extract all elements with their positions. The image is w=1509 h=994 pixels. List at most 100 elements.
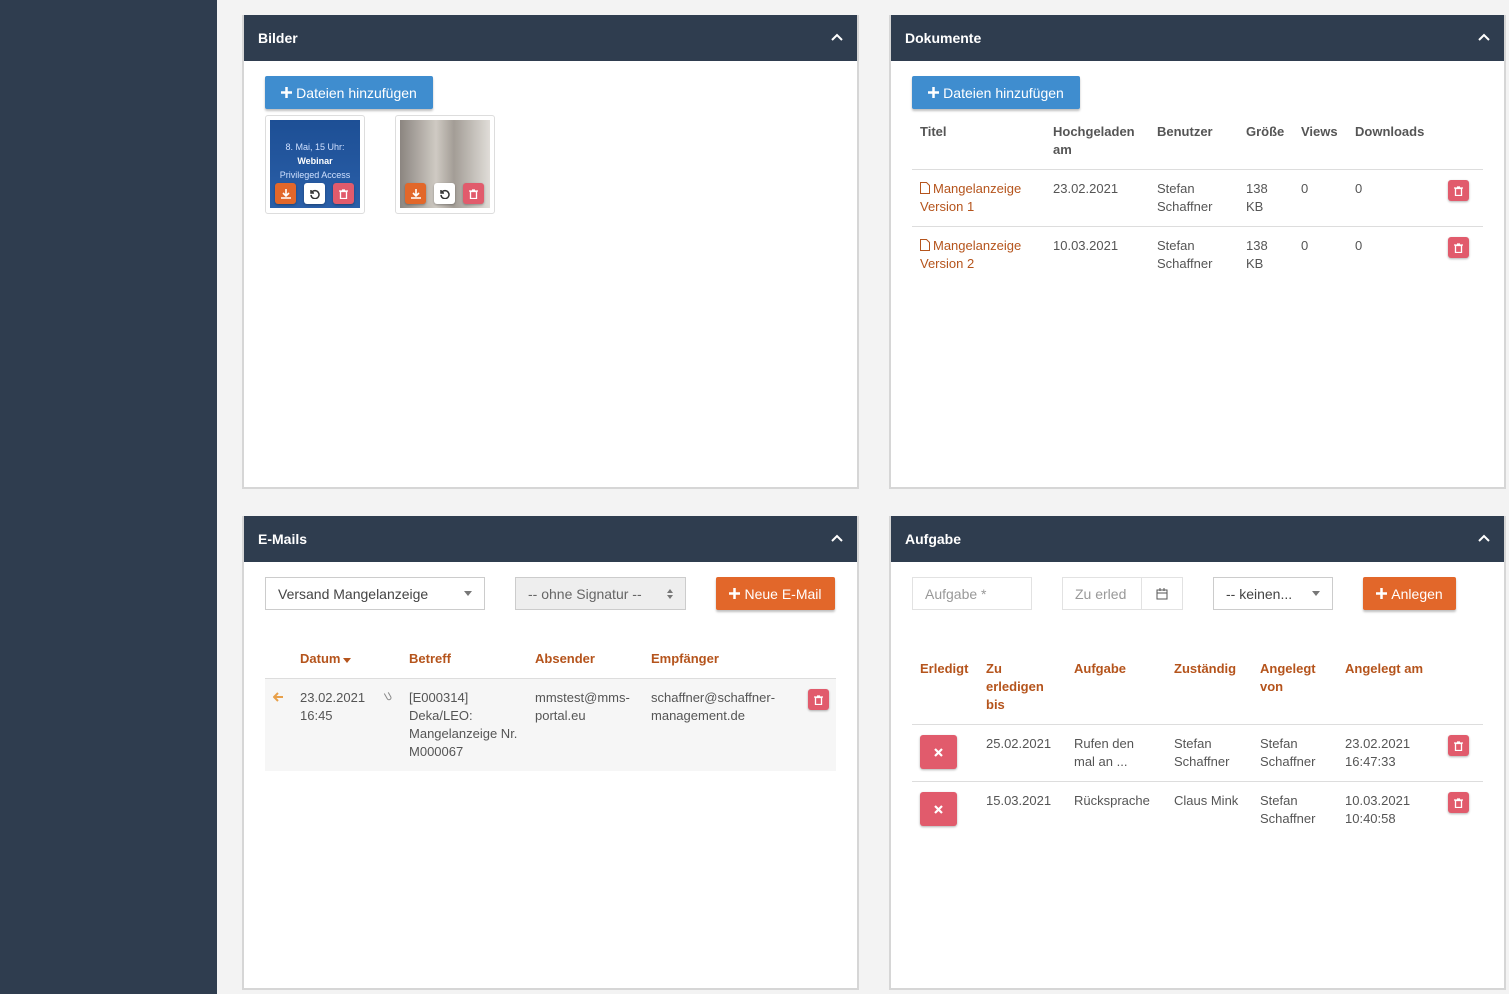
column-header: Benutzer — [1157, 124, 1213, 139]
column-header: Zu erledigen bis — [986, 661, 1044, 712]
column-header-empty — [800, 650, 836, 679]
new-email-button[interactable]: Neue E-Mail — [716, 577, 835, 610]
emails-table: Datum Betreff Absender Empfänger 23.02.2021 … — [265, 650, 837, 771]
button-label: Anlegen — [1391, 585, 1443, 602]
cell-text: schaffner@schaffner-management.de — [651, 690, 776, 723]
add-files-button[interactable]: Dateien hinzufügen — [912, 76, 1080, 109]
delete-button[interactable] — [1448, 237, 1469, 258]
download-button[interactable] — [275, 183, 296, 204]
cell-text: 25.02.2021 — [986, 736, 1052, 751]
delete-button[interactable] — [1448, 792, 1469, 813]
signature-select[interactable]: -- ohne Signatur -- — [515, 577, 686, 610]
calendar-button[interactable] — [1141, 577, 1183, 610]
cell: 0 — [1347, 169, 1440, 227]
placeholder: Zu erled — [1075, 585, 1127, 602]
column-header: Angelegt von — [1260, 661, 1316, 694]
cell-text: 23.02.2021 — [1053, 181, 1119, 196]
cell: [E000314] Deka/LEO: Mangelanzeige Nr. M0… — [401, 678, 528, 771]
cell-text: 10.03.2021 — [1053, 238, 1119, 253]
done-cell — [912, 724, 978, 782]
collapse-icon[interactable] — [831, 534, 843, 542]
column-header: Betreff — [401, 650, 527, 679]
cell-text: [E000314] Deka/LEO: Mangelanzeige Nr. M0… — [409, 690, 518, 759]
date-input[interactable]: Zu erled — [1062, 577, 1142, 610]
thumb-text: Privileged Access — [279, 170, 351, 180]
cell: Stefan Schaffner — [1252, 781, 1337, 838]
thumbnail[interactable]: 8. Mai, 15 Uhr: Webinar Privileged Acces… — [265, 115, 365, 214]
task-input[interactable]: Aufgabe * — [912, 577, 1032, 610]
cell: schaffner@schaffner-management.de — [643, 678, 801, 771]
rotate-button[interactable] — [434, 183, 455, 204]
cell: 138 KB — [1238, 169, 1293, 227]
document-row: Mangelanzeige Version 1 23.02.2021 Stefan … — [912, 169, 1483, 227]
header-row: Titel Hochgeladen am Benutzer Größe Views Dow… — [912, 123, 1483, 170]
download-button[interactable] — [405, 183, 426, 204]
cell: 23.02.2021 — [1045, 169, 1149, 227]
cell: 10.03.2021 — [1045, 226, 1149, 283]
cell: 0 — [1347, 226, 1440, 283]
cell: Mangelanzeige Version 2 — [912, 226, 1045, 283]
thumb-text: Webinar — [297, 156, 333, 166]
cell: Rücksprache — [1066, 781, 1166, 838]
column-header: Erledigt — [920, 661, 969, 676]
column-header: Größe — [1246, 124, 1285, 139]
cell-text: mmstest@mms-portal.eu — [535, 690, 630, 723]
collapse-icon[interactable] — [1478, 33, 1490, 41]
cell-text: 10.03.2021 10:40:58 — [1345, 793, 1411, 826]
header-text: Absender — [535, 651, 595, 666]
delete-button[interactable] — [1448, 180, 1469, 201]
delete-button[interactable] — [1448, 735, 1469, 756]
header-row: Datum Betreff Absender Empfänger — [265, 650, 836, 679]
collapse-icon[interactable] — [1478, 534, 1490, 542]
header-row: Erledigt Zu erledigen bis Aufgabe Zuständig… — [912, 660, 1483, 725]
cell: Mangelanzeige Version 1 — [912, 169, 1045, 227]
panel-title: Aufgabe — [905, 531, 961, 547]
action-cell — [1440, 169, 1483, 227]
rotate-button[interactable] — [304, 183, 325, 204]
create-button[interactable]: Anlegen — [1363, 577, 1456, 610]
delete-button[interactable] — [463, 183, 484, 204]
document-link[interactable]: Mangelanzeige Version 1 — [920, 181, 1021, 214]
cell-text: 23.02.2021 16:45 — [300, 690, 366, 723]
task-row: 15.03.2021 Rücksprache Claus Mink Stefan Sc… — [912, 781, 1483, 838]
thumbnail[interactable] — [395, 115, 495, 214]
select-value: -- keinen... — [1226, 585, 1293, 602]
panel-header: E-Mails — [244, 516, 857, 562]
delete-button[interactable] — [808, 689, 830, 710]
template-select[interactable]: Versand Mangelanzeige — [265, 577, 485, 610]
cell-text: Stefan Schaffner — [1260, 736, 1316, 769]
add-files-button[interactable]: Dateien hinzufügen — [265, 76, 433, 109]
done-button[interactable] — [920, 735, 957, 769]
link-text: Mangelanzeige Version 1 — [920, 181, 1022, 214]
cell: Stefan Schaffner — [1149, 226, 1238, 283]
cell: 0 — [1293, 169, 1347, 227]
header-text: Empfänger — [651, 651, 719, 666]
cell: 138 KB — [1238, 226, 1293, 283]
panel-header: Bilder — [244, 15, 857, 61]
collapse-icon[interactable] — [831, 33, 843, 41]
action-cell — [800, 678, 837, 771]
column-header: Aufgabe — [1074, 661, 1126, 676]
panel-title: Dokumente — [905, 30, 982, 46]
cell-text: 138 KB — [1246, 181, 1268, 214]
emails-panel: E-Mails Versand Mangelanzeige -- ohne Si… — [242, 516, 859, 990]
header-text: Betreff — [409, 651, 451, 666]
column-header[interactable]: Datum — [292, 650, 401, 679]
dokumente-panel: Dokumente Dateien hinzufügen Titel Hochge… — [889, 15, 1506, 489]
placeholder: Aufgabe * — [925, 585, 987, 602]
button-label: Neue E-Mail — [744, 585, 822, 602]
cell-text: Stefan Schaffner — [1260, 793, 1316, 826]
cell: Stefan Schaffner — [1166, 724, 1252, 782]
cell-text: 15.03.2021 — [986, 793, 1052, 808]
assignee-select[interactable]: -- keinen... — [1213, 577, 1333, 610]
tasks-table: Erledigt Zu erledigen bis Aufgabe Zuständig… — [912, 660, 1483, 838]
documents-table: Titel Hochgeladen am Benutzer Größe Views Dow… — [912, 123, 1483, 283]
done-button[interactable] — [920, 792, 957, 826]
panel-header: Aufgabe — [891, 516, 1504, 562]
document-link[interactable]: Mangelanzeige Version 2 — [920, 238, 1021, 271]
column-header-empty — [265, 650, 292, 679]
cell: 10.03.2021 10:40:58 — [1337, 781, 1440, 838]
delete-button[interactable] — [333, 183, 354, 204]
cell-text: 138 KB — [1246, 238, 1268, 271]
action-cell — [1440, 226, 1483, 283]
